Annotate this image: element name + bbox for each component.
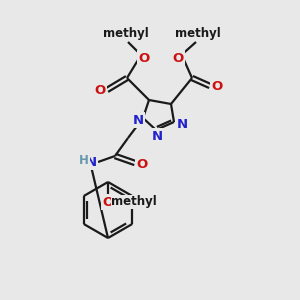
Text: N: N <box>85 155 97 169</box>
Text: H: H <box>79 154 89 167</box>
Text: O: O <box>138 52 150 64</box>
Text: O: O <box>212 80 223 94</box>
Text: methyl: methyl <box>111 196 157 208</box>
Text: N: N <box>176 118 188 130</box>
Text: O: O <box>172 52 184 64</box>
Text: N: N <box>152 130 163 142</box>
Text: methyl: methyl <box>103 28 149 40</box>
Text: O: O <box>94 85 106 98</box>
Text: N: N <box>132 113 144 127</box>
Text: methyl: methyl <box>175 28 221 40</box>
Text: methyl: methyl <box>103 28 149 40</box>
Text: O: O <box>136 158 148 170</box>
Text: O: O <box>102 196 114 208</box>
